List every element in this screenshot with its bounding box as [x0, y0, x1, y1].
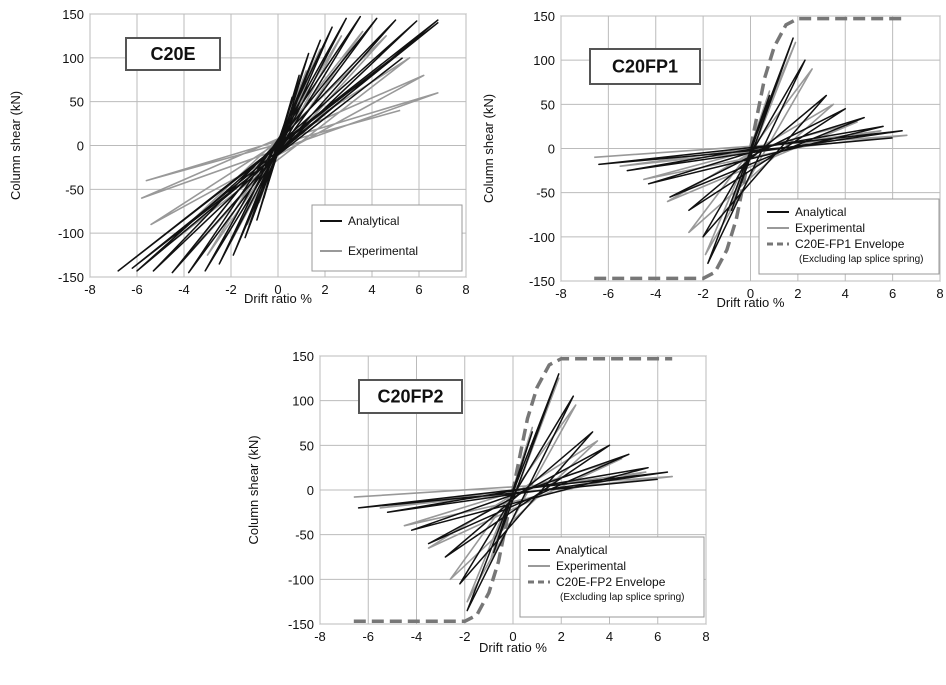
y-tick-label: -150 [58, 270, 84, 285]
y-tick-label: -50 [65, 182, 84, 197]
y-axis-label: Column shear (kN) [481, 94, 496, 203]
x-axis-label: Drift ratio % [717, 295, 785, 310]
y-tick-label: 0 [548, 142, 555, 157]
x-tick-label: -2 [225, 282, 237, 297]
x-tick-label: -8 [314, 629, 326, 644]
chart-c20fp2: -8 -6 -4 -2 0 2 4 6 8 150 100 50 0 -50 -100 -150 Drift r… [246, 349, 710, 655]
series-analytical [357, 373, 669, 612]
specimen-label: C20E [150, 44, 195, 64]
x-tick-label: 6 [654, 629, 661, 644]
specimen-label-box [589, 48, 701, 85]
x-tick-label: -6 [362, 629, 374, 644]
specimen-label: C20FP1 [612, 57, 678, 77]
x-tick-label: 4 [606, 629, 613, 644]
y-tick-label: -50 [295, 528, 314, 543]
chart-c20e: -8 -6 -4 -2 0 2 4 6 8 150 100 50 0 -50 -100 -150 Drift r… [8, 7, 470, 306]
x-tick-label: -4 [411, 629, 423, 644]
x-tick-label: -6 [603, 286, 615, 301]
series-c20e-fp1-envelope [594, 16, 907, 281]
x-tick-label: -2 [459, 629, 471, 644]
x-tick-label: -4 [178, 282, 190, 297]
y-axis-label: Column shear (kN) [8, 91, 23, 200]
legend-entry: Experimental [556, 559, 626, 573]
x-tick-label: 0 [274, 282, 281, 297]
y-tick-label: 50 [70, 95, 84, 110]
series-analytical [598, 37, 903, 265]
y-tick-label: 150 [292, 349, 314, 364]
legend-entry: Analytical [556, 543, 607, 557]
legend-box [519, 536, 705, 618]
x-tick-label: 4 [842, 286, 849, 301]
specimen-label: C20FP2 [377, 387, 443, 407]
x-tick-label: 0 [509, 629, 516, 644]
legend-entry: Analytical [795, 205, 846, 219]
x-tick-label: 6 [415, 282, 422, 297]
series-analytical [117, 15, 439, 274]
x-tick-label: 4 [368, 282, 375, 297]
y-tick-label: 100 [533, 53, 555, 68]
y-tick-label: 50 [300, 438, 314, 453]
x-tick-label: -4 [650, 286, 662, 301]
y-tick-label: 150 [533, 9, 555, 24]
x-tick-label: 2 [321, 282, 328, 297]
x-axis-label: Drift ratio % [244, 291, 312, 306]
x-axis-label: Drift ratio % [479, 640, 547, 655]
y-tick-label: 0 [77, 139, 84, 154]
x-tick-label: -8 [555, 286, 567, 301]
x-tick-label: 8 [702, 629, 709, 644]
x-tick-label: 8 [936, 286, 943, 301]
legend-entry: C20E-FP1 Envelope [795, 237, 905, 251]
x-tick-label: 0 [747, 286, 754, 301]
x-tick-label: 2 [558, 629, 565, 644]
legend-entry: Experimental [348, 244, 418, 258]
y-tick-label: 0 [307, 483, 314, 498]
specimen-label-box [125, 37, 221, 71]
y-tick-label: -150 [288, 617, 314, 632]
y-tick-label: 100 [62, 51, 84, 66]
x-tick-label: -2 [697, 286, 709, 301]
legend-entry: C20E-FP2 Envelope [556, 575, 666, 589]
chart-c20fp1: -8 -6 -4 -2 0 2 4 6 8 150 100 50 0 -50 -100 -150 Drift r… [481, 9, 944, 310]
y-axis-label: Column shear (kN) [246, 435, 261, 544]
legend-note: (Excluding lap splice spring) [799, 254, 924, 265]
y-tick-label: -50 [536, 186, 555, 201]
x-tick-label: 8 [462, 282, 469, 297]
legend-entry: Analytical [348, 214, 399, 228]
y-tick-label: -100 [288, 572, 314, 587]
legend-note: (Excluding lap splice spring) [560, 592, 685, 603]
x-tick-label: -6 [131, 282, 143, 297]
y-tick-label: -100 [529, 230, 555, 245]
y-tick-label: -150 [529, 274, 555, 289]
specimen-label-box [358, 379, 463, 414]
x-tick-label: 2 [794, 286, 801, 301]
x-tick-label: -8 [84, 282, 96, 297]
legend-box [311, 204, 463, 272]
x-tick-label: 6 [889, 286, 896, 301]
y-tick-label: 50 [541, 97, 555, 112]
y-tick-label: 100 [292, 394, 314, 409]
y-tick-label: -100 [58, 226, 84, 241]
legend-entry: Experimental [795, 221, 865, 235]
y-tick-label: 150 [62, 7, 84, 22]
